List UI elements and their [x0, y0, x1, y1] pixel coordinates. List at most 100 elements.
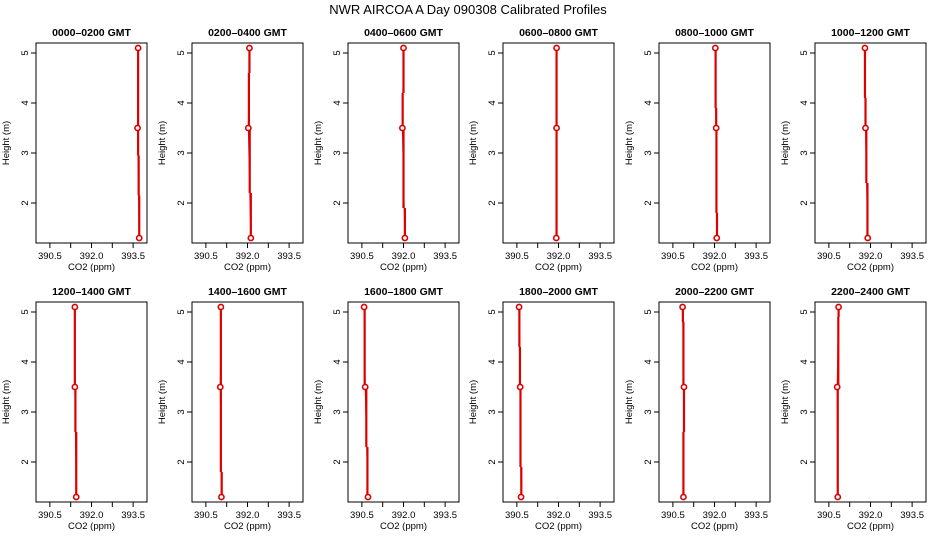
profile-line — [864, 47, 867, 129]
profile-line — [682, 306, 685, 388]
profile-point — [134, 124, 141, 132]
y-tick-label: 2 — [487, 200, 498, 205]
y-tick-label: 3 — [332, 150, 343, 155]
panel-12: 2200–2400 GMT 390.5 392.0 393.5 CO2 (ppm) 2 3 4… — [780, 286, 927, 532]
x-tick-label: 390.5 — [350, 251, 374, 262]
x-tick-label: 390.5 — [194, 251, 218, 262]
plot-frame — [191, 301, 304, 503]
x-tick-label: 393.5 — [121, 251, 145, 262]
y-tick-label: 5 — [643, 50, 654, 55]
profile-line — [836, 386, 839, 498]
y-tick-label: 4 — [643, 100, 654, 105]
y-tick-label: 4 — [643, 359, 654, 364]
x-tick-label: 393.5 — [588, 251, 612, 262]
x-tick-label: 392.0 — [703, 251, 727, 262]
x-tick-label: 392.0 — [236, 510, 260, 521]
profile-point — [360, 303, 368, 311]
profile-line — [74, 386, 77, 498]
profile-line — [836, 306, 840, 388]
y-axis-label: Height (m) — [157, 380, 168, 424]
profile-line — [137, 127, 140, 239]
profile-point — [712, 124, 720, 132]
y-tick-label: 5 — [799, 50, 810, 55]
panel-title: 0000–0200 GMT — [52, 27, 131, 39]
x-tick-label: 392.0 — [236, 251, 260, 262]
x-axis-label: CO2 (ppm) — [380, 262, 427, 273]
profile-point — [217, 303, 225, 311]
x-tick-label: 390.5 — [661, 510, 685, 521]
panel-8: 1400–1600 GMT 390.5 392.0 393.5 CO2 (ppm) 2 3 4… — [157, 286, 304, 532]
panel-title: 0200–0400 GMT — [208, 27, 287, 39]
x-tick-label: 393.5 — [277, 251, 301, 262]
profile-point — [711, 44, 719, 52]
profile-line — [219, 306, 222, 388]
y-tick-label: 5 — [643, 309, 654, 314]
plot-frame — [658, 42, 771, 244]
profile-point — [834, 493, 842, 501]
profile-line — [682, 386, 685, 498]
profile-point — [515, 303, 523, 311]
profile-point — [680, 493, 687, 501]
profile-point — [553, 124, 560, 132]
x-axis-label: CO2 (ppm) — [68, 262, 115, 273]
profile-line — [219, 386, 222, 498]
y-tick-label: 3 — [487, 150, 498, 155]
y-tick-label: 2 — [176, 459, 187, 464]
x-axis-label: CO2 (ppm) — [691, 262, 738, 273]
y-axis-label: Height (m) — [780, 380, 791, 424]
y-axis-label: Height (m) — [157, 121, 168, 165]
profile-line — [247, 127, 252, 239]
panel-title: 0400–0600 GMT — [364, 27, 443, 39]
y-tick-label: 4 — [487, 100, 498, 105]
panel-title: 1200–1400 GMT — [52, 286, 131, 298]
panel-3: 0400–0600 GMT 390.5 392.0 393.5 CO2 (ppm) 2 3 4… — [313, 27, 460, 273]
profile-point — [680, 383, 688, 391]
profile-point — [401, 234, 409, 242]
profile-point — [71, 383, 79, 391]
panel-title: 1400–1600 GMT — [208, 286, 287, 298]
plot-frame — [35, 42, 148, 244]
x-axis-label: CO2 (ppm) — [224, 521, 271, 532]
profile-point — [679, 303, 686, 311]
y-tick-label: 5 — [487, 50, 498, 55]
y-tick-label: 3 — [176, 150, 187, 155]
x-tick-label: 392.0 — [859, 251, 883, 262]
profile-point — [135, 234, 143, 242]
x-tick-label: 390.5 — [817, 251, 841, 262]
profile-point — [517, 493, 525, 501]
profile-point — [864, 234, 872, 242]
panel-6: 1000–1200 GMT 390.5 392.0 393.5 CO2 (ppm) 2 3 4… — [780, 27, 927, 273]
y-tick-label: 5 — [332, 50, 343, 55]
profile-point — [71, 303, 79, 311]
panel-11: 2000–2200 GMT 390.5 392.0 393.5 CO2 (ppm) 2 3 4… — [624, 286, 771, 532]
y-tick-label: 2 — [643, 459, 654, 464]
y-tick-label: 4 — [332, 100, 343, 105]
x-tick-label: 393.5 — [433, 510, 457, 521]
y-axis-label: Height (m) — [624, 380, 635, 424]
y-tick-label: 5 — [176, 309, 187, 314]
profile-line — [519, 386, 522, 498]
profile-point — [134, 44, 142, 52]
y-tick-label: 5 — [799, 309, 810, 314]
y-tick-label: 5 — [176, 50, 187, 55]
x-tick-label: 393.5 — [744, 251, 768, 262]
y-tick-label: 4 — [799, 100, 810, 105]
profile-line — [714, 47, 717, 129]
panel-10: 1800–2000 GMT 390.5 392.0 393.5 CO2 (ppm) 2 3 4… — [468, 286, 615, 532]
profile-point — [833, 383, 841, 391]
x-axis-label: CO2 (ppm) — [380, 521, 427, 532]
y-tick-label: 3 — [20, 409, 31, 414]
profile-point — [713, 234, 721, 242]
y-tick-label: 4 — [332, 359, 343, 364]
x-tick-label: 392.0 — [703, 510, 727, 521]
x-axis-label: CO2 (ppm) — [691, 521, 738, 532]
profile-point — [247, 234, 255, 242]
profile-point — [553, 44, 560, 52]
panel-title: 0600–0800 GMT — [519, 27, 598, 39]
profile-line — [715, 127, 718, 239]
profile-point — [862, 124, 869, 132]
x-axis-label: CO2 (ppm) — [535, 521, 582, 532]
profile-point — [861, 44, 869, 52]
profile-point — [516, 383, 524, 391]
